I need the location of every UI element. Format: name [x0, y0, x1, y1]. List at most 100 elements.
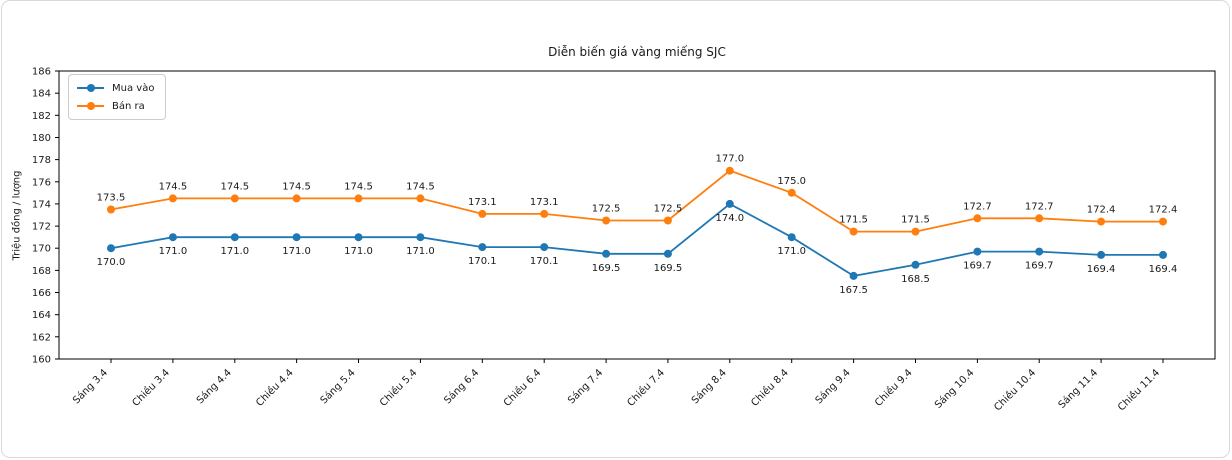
y-tick-label: 176 — [32, 177, 51, 188]
data-point — [478, 243, 487, 252]
data-label: 171.0 — [777, 246, 806, 257]
data-point — [911, 227, 920, 236]
y-tick-label: 178 — [32, 155, 51, 166]
x-tick-label: Sáng 5.4 — [318, 367, 358, 407]
data-point — [849, 271, 858, 280]
data-label: 168.5 — [901, 274, 930, 285]
data-point — [416, 233, 425, 242]
data-label: 172.5 — [654, 204, 683, 215]
x-tick-label: Chiều 11.4 — [1115, 367, 1162, 414]
data-point — [602, 249, 611, 258]
data-point — [787, 233, 796, 242]
data-point — [663, 216, 672, 225]
data-label: 171.5 — [839, 215, 868, 226]
data-label: 171.0 — [344, 246, 373, 257]
x-tick-label: Chiều 8.4 — [749, 367, 791, 409]
data-label: 169.5 — [654, 263, 683, 274]
y-tick-label: 186 — [32, 67, 51, 78]
legend-label: Bán ra — [112, 100, 145, 112]
data-label: 170.1 — [530, 256, 559, 267]
data-label: 177.0 — [715, 154, 744, 165]
data-point — [1035, 214, 1044, 223]
y-tick-label: 160 — [32, 355, 51, 366]
data-label: 174.5 — [220, 181, 249, 192]
data-label: 169.7 — [1025, 261, 1054, 272]
data-label: 172.4 — [1087, 205, 1116, 216]
data-label: 174.5 — [406, 181, 435, 192]
x-tick-label: Chiều 7.4 — [625, 367, 667, 409]
x-tick-label: Chiều 9.4 — [872, 367, 914, 409]
data-point — [1159, 250, 1167, 259]
data-point — [292, 233, 301, 242]
data-point — [973, 214, 982, 223]
data-point — [478, 209, 487, 218]
data-label: 170.0 — [97, 257, 126, 268]
data-point — [540, 209, 549, 218]
data-label: 169.7 — [963, 261, 992, 272]
data-label: 174.0 — [715, 213, 744, 224]
series-line — [110, 202, 1163, 277]
data-label: 171.0 — [406, 246, 435, 257]
data-label: 173.5 — [97, 193, 126, 204]
data-label: 169.4 — [1149, 264, 1178, 275]
data-point — [725, 166, 734, 175]
data-label: 172.7 — [1025, 201, 1054, 212]
data-point — [292, 194, 301, 203]
data-label: 174.5 — [344, 181, 373, 192]
data-point — [1097, 250, 1106, 259]
legend-label: Mua vào — [112, 82, 155, 94]
data-point — [911, 260, 920, 269]
x-tick-label: Chiều 10.4 — [992, 367, 1039, 414]
x-tick-label: Sáng 8.4 — [689, 367, 729, 407]
legend: Mua vào Bán ra — [68, 74, 167, 120]
data-point — [1035, 247, 1044, 256]
data-point — [540, 243, 549, 252]
data-point — [107, 244, 115, 253]
data-label: 169.5 — [592, 263, 621, 274]
data-point — [973, 247, 982, 256]
x-tick-label: Chiều 4.4 — [254, 367, 296, 409]
legend-line-marker-icon — [77, 84, 104, 92]
data-point — [787, 188, 796, 197]
data-label: 169.4 — [1087, 264, 1116, 275]
data-label: 172.4 — [1149, 205, 1178, 216]
data-point — [168, 194, 177, 203]
data-point — [602, 216, 611, 225]
data-label: 173.1 — [530, 197, 559, 208]
y-tick-label: 174 — [32, 199, 51, 210]
legend-item-ban-ra: Bán ra — [77, 99, 154, 113]
x-tick-label: Sáng 3.4 — [70, 367, 110, 407]
y-tick-label: 184 — [32, 89, 51, 100]
data-label: 173.1 — [468, 197, 497, 208]
data-label: 175.0 — [777, 176, 806, 187]
y-tick-label: 180 — [32, 133, 51, 144]
data-label: 174.5 — [282, 181, 311, 192]
data-label: 167.5 — [839, 285, 868, 296]
data-label: 172.7 — [963, 201, 992, 212]
y-tick-label: 170 — [32, 244, 51, 255]
y-tick-label: 162 — [32, 332, 51, 343]
data-point — [107, 205, 115, 214]
chart-title: Diễn biến giá vàng miếng SJC — [548, 45, 726, 59]
x-tick-label: Sáng 6.4 — [442, 367, 482, 407]
data-label: 171.0 — [282, 246, 311, 257]
y-tick-label: 164 — [32, 310, 51, 321]
x-tick-label: Sáng 10.4 — [932, 367, 976, 411]
data-point — [1097, 217, 1106, 226]
x-tick-label: Sáng 9.4 — [813, 367, 853, 407]
data-label: 171.0 — [220, 246, 249, 257]
y-tick-label: 168 — [32, 266, 51, 277]
x-tick-label: Chiều 5.4 — [377, 367, 419, 409]
data-point — [416, 194, 425, 203]
data-point — [1159, 217, 1167, 226]
data-point — [849, 227, 858, 236]
x-tick-label: Chiều 3.4 — [130, 367, 172, 409]
data-point — [354, 233, 363, 242]
x-tick-label: Sáng 4.4 — [194, 367, 234, 407]
data-label: 170.1 — [468, 256, 497, 267]
data-label: 172.5 — [592, 204, 621, 215]
data-label: 171.0 — [159, 246, 188, 257]
series-line — [110, 169, 1163, 233]
